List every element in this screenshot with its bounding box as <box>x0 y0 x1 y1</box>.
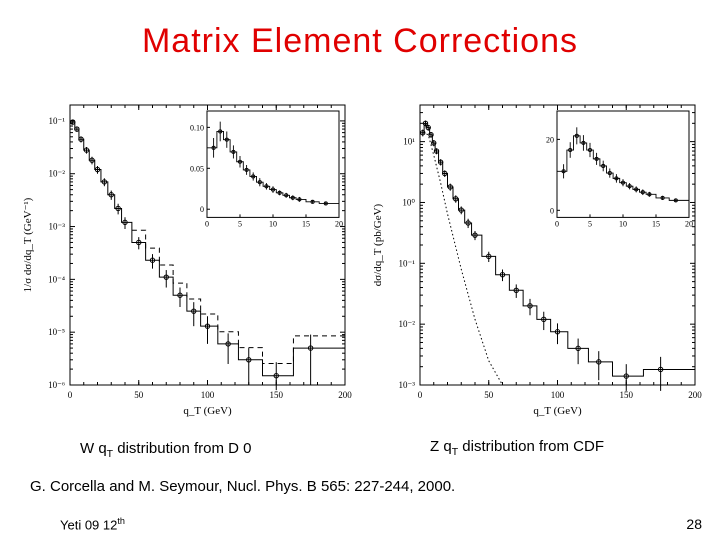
svg-text:50: 50 <box>134 390 144 400</box>
svg-text:0: 0 <box>555 219 559 228</box>
svg-text:15: 15 <box>652 219 660 228</box>
svg-text:dσ/dq_T (pb/GeV): dσ/dq_T (pb/GeV) <box>372 203 384 286</box>
svg-text:150: 150 <box>620 390 634 400</box>
chart-row: 05010015020010⁻⁶10⁻⁵10⁻⁴10⁻³10⁻²10⁻¹q_T … <box>15 95 705 425</box>
page-number: 28 <box>686 516 702 532</box>
svg-text:10¹: 10¹ <box>403 137 415 147</box>
svg-text:10⁻³: 10⁻³ <box>399 380 416 390</box>
svg-text:10⁻⁴: 10⁻⁴ <box>48 274 65 284</box>
svg-text:10⁻¹: 10⁻¹ <box>49 116 66 126</box>
footer-left: Yeti 09 12th <box>60 516 125 532</box>
svg-text:50: 50 <box>484 390 494 400</box>
svg-text:10⁻⁶: 10⁻⁶ <box>48 380 65 390</box>
svg-text:0: 0 <box>205 219 209 228</box>
svg-text:0: 0 <box>68 390 73 400</box>
svg-text:0: 0 <box>418 390 423 400</box>
svg-text:200: 200 <box>688 390 702 400</box>
svg-text:10⁻³: 10⁻³ <box>49 222 66 232</box>
svg-text:15: 15 <box>302 219 310 228</box>
svg-text:q_T (GeV): q_T (GeV) <box>533 405 582 417</box>
svg-text:10⁰: 10⁰ <box>402 197 415 207</box>
svg-text:20: 20 <box>685 219 693 228</box>
svg-text:10⁻²: 10⁻² <box>399 319 416 329</box>
svg-text:5: 5 <box>238 219 242 228</box>
page-title: Matrix Element Corrections <box>0 22 720 61</box>
svg-text:5: 5 <box>588 219 592 228</box>
svg-text:10: 10 <box>269 219 277 228</box>
svg-text:0.05: 0.05 <box>190 164 204 173</box>
svg-text:150: 150 <box>270 390 284 400</box>
svg-text:1/σ dσ/dq_T (GeV⁻¹): 1/σ dσ/dq_T (GeV⁻¹) <box>22 197 34 292</box>
svg-text:20: 20 <box>335 219 343 228</box>
chart-right: 05010015020010⁻³10⁻²10⁻¹10⁰10¹q_T (GeV)d… <box>365 95 705 425</box>
svg-text:10⁻⁵: 10⁻⁵ <box>48 327 65 337</box>
caption-left: W qT distribution from D 0 <box>80 440 251 460</box>
svg-text:0.10: 0.10 <box>190 123 204 132</box>
svg-text:10⁻²: 10⁻² <box>49 169 66 179</box>
svg-text:100: 100 <box>551 390 565 400</box>
chart-left: 05010015020010⁻⁶10⁻⁵10⁻⁴10⁻³10⁻²10⁻¹q_T … <box>15 95 355 425</box>
svg-text:10: 10 <box>619 219 627 228</box>
svg-text:q_T (GeV): q_T (GeV) <box>183 405 232 417</box>
svg-text:100: 100 <box>201 390 215 400</box>
svg-text:0: 0 <box>550 206 554 215</box>
citation: G. Corcella and M. Seymour, Nucl. Phys. … <box>30 478 455 495</box>
svg-text:200: 200 <box>338 390 352 400</box>
svg-text:20: 20 <box>546 135 554 144</box>
svg-text:0: 0 <box>200 205 204 214</box>
svg-text:10⁻¹: 10⁻¹ <box>399 258 416 268</box>
caption-right: Z qT distribution from CDF <box>430 438 604 458</box>
